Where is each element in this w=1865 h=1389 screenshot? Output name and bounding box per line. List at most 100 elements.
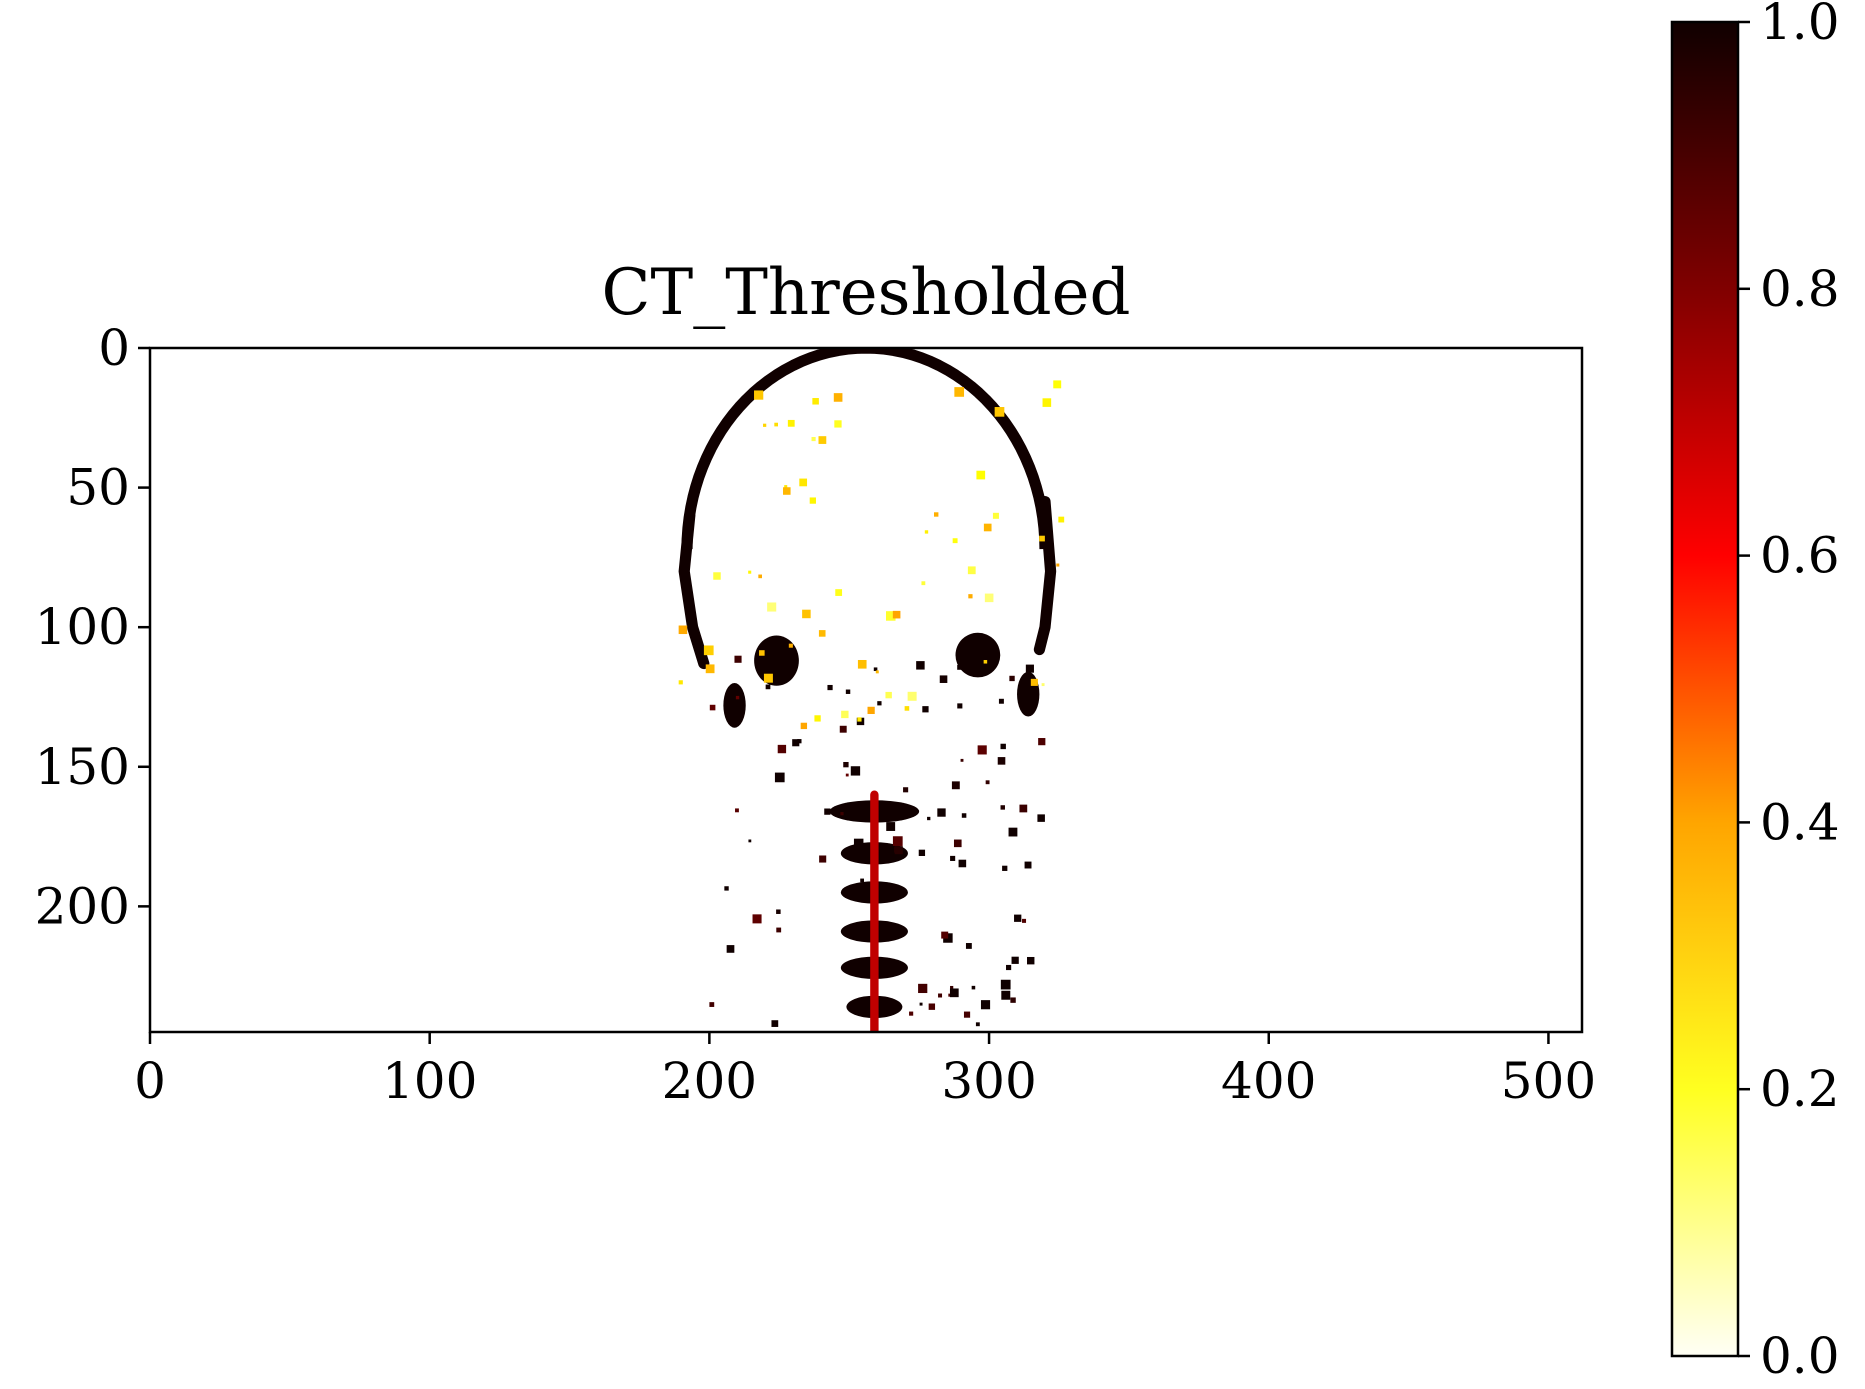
speck (841, 710, 849, 719)
speck (703, 645, 714, 656)
speck (896, 927, 905, 935)
speck (765, 684, 771, 690)
speck (957, 703, 963, 709)
speck (1009, 675, 1015, 682)
skull-right-side (1033, 495, 1057, 656)
right-mastoid (1017, 671, 1040, 717)
speck (965, 943, 972, 949)
speck (983, 523, 992, 532)
speck (886, 822, 896, 831)
speck (1058, 516, 1065, 523)
speck (850, 766, 861, 776)
speck (724, 886, 729, 891)
speck (953, 839, 962, 848)
speck (976, 470, 986, 480)
speck (918, 849, 926, 856)
speck (735, 808, 739, 813)
speck (811, 436, 816, 442)
speck (797, 739, 802, 744)
speck (958, 859, 967, 868)
speck (809, 497, 816, 504)
speck (927, 816, 931, 821)
speck (787, 419, 795, 427)
speck (800, 722, 808, 730)
speck (763, 423, 767, 427)
speck (967, 566, 976, 575)
speck (892, 836, 903, 846)
plot-area (148, 346, 1584, 1034)
speck (957, 664, 963, 670)
colorbar-tick-label: 0.2 (1760, 1060, 1840, 1118)
plot-background (150, 348, 1582, 1032)
speck (941, 931, 949, 939)
speck (839, 725, 847, 733)
x-tick-label: 400 (1221, 1052, 1316, 1110)
speck (1037, 814, 1045, 822)
colorbar-tick-label: 1.0 (1760, 0, 1840, 51)
speck (840, 812, 844, 816)
speck (784, 485, 788, 489)
right-temporal-bone (955, 632, 1001, 678)
speck (950, 855, 956, 861)
speck (985, 780, 990, 785)
speck (939, 675, 948, 683)
speck (1039, 535, 1045, 542)
speck (1011, 956, 1019, 964)
skull-left-side (678, 509, 710, 670)
y-tick-label: 150 (35, 738, 130, 796)
speck (713, 572, 721, 580)
speck (833, 393, 843, 402)
speck (904, 706, 910, 711)
speck (1041, 683, 1045, 687)
speck (792, 739, 800, 747)
speck (950, 985, 954, 990)
speck (771, 1020, 779, 1027)
speck (992, 512, 999, 519)
speck (968, 594, 973, 599)
x-axis: 0 100 200 300 400 500 (134, 1032, 1596, 1110)
speck (776, 909, 781, 914)
speck (1014, 914, 1022, 922)
speck (748, 570, 752, 574)
speck (774, 422, 779, 427)
speck (921, 581, 926, 586)
speck (1030, 678, 1038, 686)
speck (818, 630, 826, 637)
x-tick-label: 0 (134, 1052, 166, 1110)
speck (873, 667, 878, 671)
speck (998, 698, 1004, 704)
speck (933, 512, 939, 517)
speck (752, 914, 762, 924)
speck (734, 655, 742, 663)
speck (952, 538, 958, 544)
x-tick-label: 100 (382, 1052, 477, 1110)
speck (919, 1002, 923, 1006)
colorbar-tick-label: 0.4 (1760, 793, 1840, 851)
speck (678, 680, 683, 685)
speck (1019, 804, 1028, 813)
speck (843, 761, 849, 768)
speck (1001, 990, 1011, 1000)
speck (748, 839, 752, 843)
speck (1000, 805, 1005, 810)
colorbar-tick-label: 0.0 (1760, 1327, 1840, 1385)
speck (1006, 964, 1012, 971)
speck (971, 985, 976, 990)
speck (857, 717, 862, 722)
speck (814, 715, 821, 722)
x-tick-label: 200 (662, 1052, 757, 1110)
skull-vault-outline (681, 348, 1051, 550)
speck (1022, 918, 1027, 923)
speck (918, 983, 928, 994)
speck (726, 945, 735, 953)
speck (857, 659, 867, 669)
speck (767, 602, 777, 612)
y-tick-label: 0 (98, 319, 130, 377)
speck (903, 787, 909, 793)
y-axis: 0 50 100 150 200 (35, 319, 150, 935)
speck (994, 407, 1005, 417)
speck (853, 838, 864, 849)
speck (997, 757, 1006, 765)
speck (758, 574, 762, 579)
speck (909, 1011, 914, 1016)
